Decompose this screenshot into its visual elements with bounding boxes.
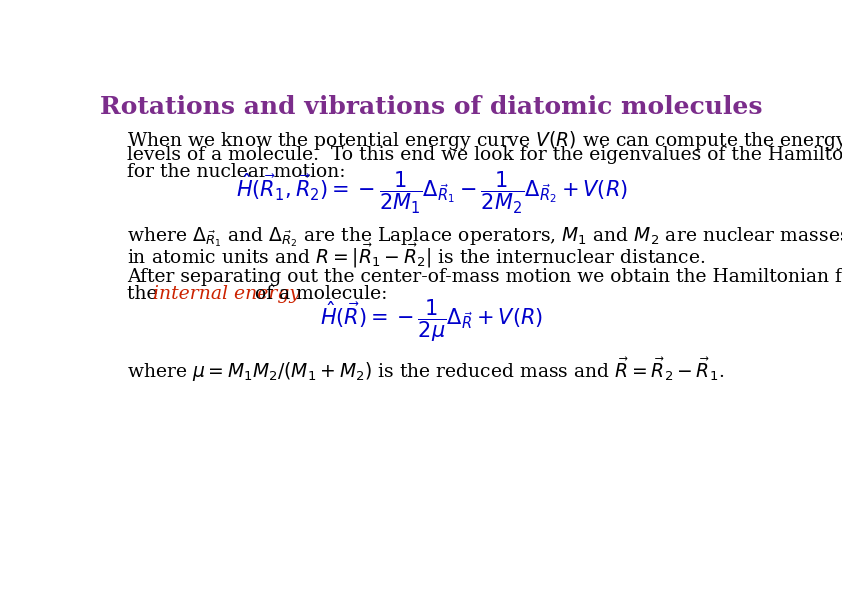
Text: where $\mu = M_1 M_2/(M_1 + M_2)$ is the reduced mass and $\vec{R} = \vec{R}_2 -: where $\mu = M_1 M_2/(M_1 + M_2)$ is the… [127,356,724,384]
Text: Rotations and vibrations of diatomic molecules: Rotations and vibrations of diatomic mol… [100,95,763,119]
Text: After separating out the center-of-mass motion we obtain the Hamiltonian for: After separating out the center-of-mass … [127,268,842,286]
Text: $\hat{H}(\vec{R}_1, \vec{R}_2) = -\dfrac{1}{2M_1}\Delta_{\vec{R}_1} - \dfrac{1}{: $\hat{H}(\vec{R}_1, \vec{R}_2) = -\dfrac… [236,170,627,216]
Text: internal energy: internal energy [153,285,301,303]
Text: levels of a molecule.  To this end we look for the eigenvalues of the Hamiltonia: levels of a molecule. To this end we loo… [127,146,842,164]
Text: of a molecule:: of a molecule: [243,285,387,303]
Text: in atomic units and $R = |\vec{R}_1 - \vec{R}_2|$ is the internuclear distance.: in atomic units and $R = |\vec{R}_1 - \v… [127,242,706,270]
Text: where $\Delta_{\vec{R}_1}$ and $\Delta_{\vec{R}_2}$ are the Laplace operators, $: where $\Delta_{\vec{R}_1}$ and $\Delta_{… [127,225,842,249]
Text: the: the [127,285,163,303]
Text: $\hat{H}(\vec{R}) = -\dfrac{1}{2\mu}\Delta_{\vec{R}} + V(R)$: $\hat{H}(\vec{R}) = -\dfrac{1}{2\mu}\Del… [320,297,543,344]
Text: for the nuclear motion:: for the nuclear motion: [127,163,345,181]
Text: When we know the potential energy curve $V(R)$ we can compute the energy: When we know the potential energy curve … [127,129,842,152]
